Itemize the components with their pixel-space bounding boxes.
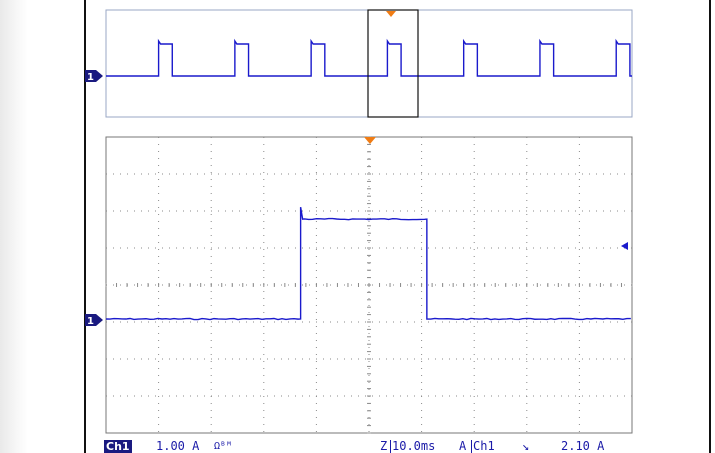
main-ground-marker-label: 1 xyxy=(87,316,94,327)
scope-display-frame xyxy=(84,0,711,453)
main-waveform-trace xyxy=(105,206,631,321)
overview-ground-marker: 1 xyxy=(85,70,103,83)
main-trigger-marker-icon xyxy=(364,137,376,144)
overview-ground-marker-icon xyxy=(85,70,96,82)
trigger-level: 2.10 A xyxy=(561,439,605,453)
status-bar: Ch1 1.00 A Ωᴮᴹ Z 10.0ms A Ch1 ↘ 2.10 A xyxy=(104,440,634,453)
timebase: 10.0ms xyxy=(390,439,436,453)
trigger-channel: Ch1 xyxy=(471,439,495,453)
trigger-level-marker-icon xyxy=(621,242,628,250)
scale-units: Ωᴮᴹ xyxy=(214,441,233,452)
overview-panel: 1 xyxy=(85,9,633,118)
window-edge-shadow xyxy=(0,0,28,453)
graticule xyxy=(105,136,633,434)
trigger-mode: A xyxy=(459,439,467,453)
main-panel: 1 xyxy=(85,136,633,434)
main-ground-marker-icon xyxy=(85,314,96,326)
zoom-window-bracket[interactable] xyxy=(367,9,419,118)
overview-trigger-marker-icon xyxy=(386,11,396,17)
overview-waveform-trace xyxy=(106,38,632,77)
zoom-prefix: Z xyxy=(380,439,388,453)
falling-edge-icon: ↘ xyxy=(522,439,530,453)
overview-panel-border xyxy=(105,9,633,118)
vertical-scale: 1.00 A xyxy=(156,439,200,453)
channel-badge[interactable]: Ch1 xyxy=(104,440,132,453)
overview-ground-marker-label: 1 xyxy=(87,72,94,83)
main-ground-marker: 1 xyxy=(85,314,103,327)
